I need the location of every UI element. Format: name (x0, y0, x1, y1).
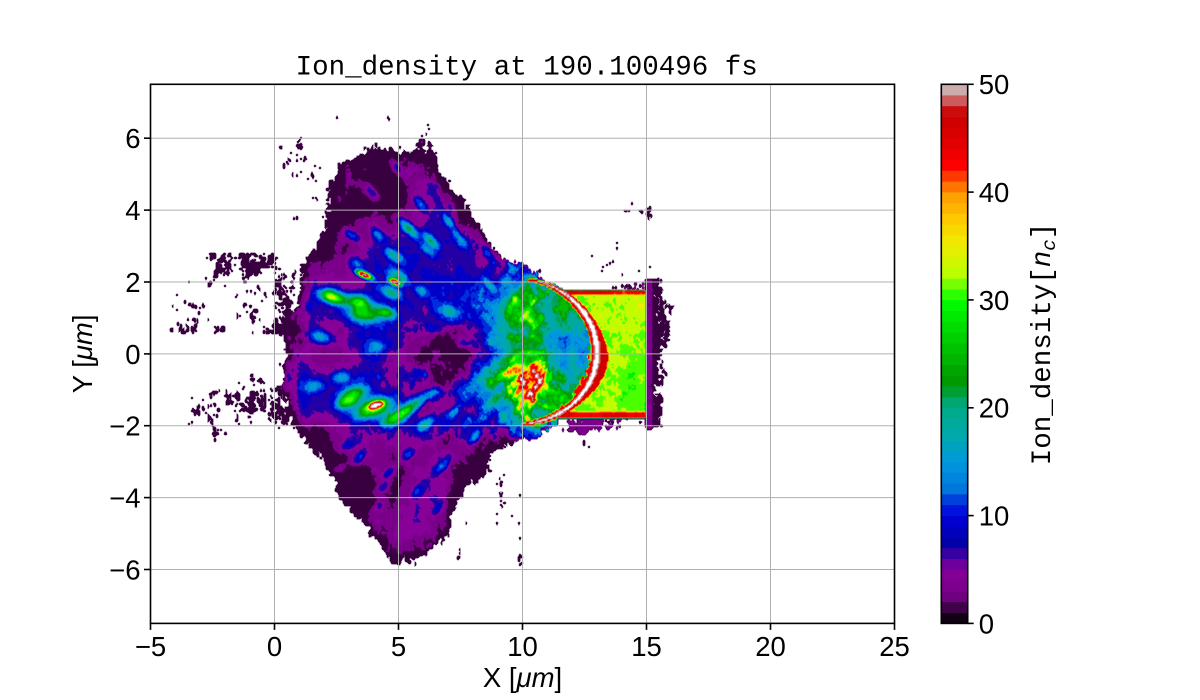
svg-text:10: 10 (979, 501, 1010, 532)
svg-text:Y [μm]: Y [μm] (67, 315, 98, 394)
svg-text:15: 15 (631, 631, 662, 662)
svg-text:0: 0 (979, 608, 994, 639)
svg-text:−2: −2 (109, 411, 140, 442)
svg-text:Ion_density at 190.100496 fs: Ion_density at 190.100496 fs (296, 53, 758, 84)
svg-text:5: 5 (391, 631, 406, 662)
svg-text:−5: −5 (135, 631, 166, 662)
svg-text:30: 30 (979, 285, 1010, 316)
svg-text:10: 10 (507, 631, 538, 662)
svg-text:0: 0 (125, 339, 140, 370)
svg-text:20: 20 (755, 631, 786, 662)
svg-text:25: 25 (879, 631, 910, 662)
svg-text:X [μm]: X [μm] (483, 662, 562, 693)
svg-text:−4: −4 (109, 483, 140, 514)
svg-text:0: 0 (267, 631, 282, 662)
svg-text:40: 40 (979, 177, 1010, 208)
svg-text:50: 50 (979, 69, 1010, 100)
svg-text:4: 4 (125, 195, 140, 226)
svg-text:20: 20 (979, 393, 1010, 424)
svg-text:6: 6 (125, 123, 140, 154)
svg-text:2: 2 (125, 267, 140, 298)
svg-text:−6: −6 (109, 554, 140, 585)
svg-text:Ion_density[nc]: Ion_density[nc] (1028, 223, 1061, 466)
